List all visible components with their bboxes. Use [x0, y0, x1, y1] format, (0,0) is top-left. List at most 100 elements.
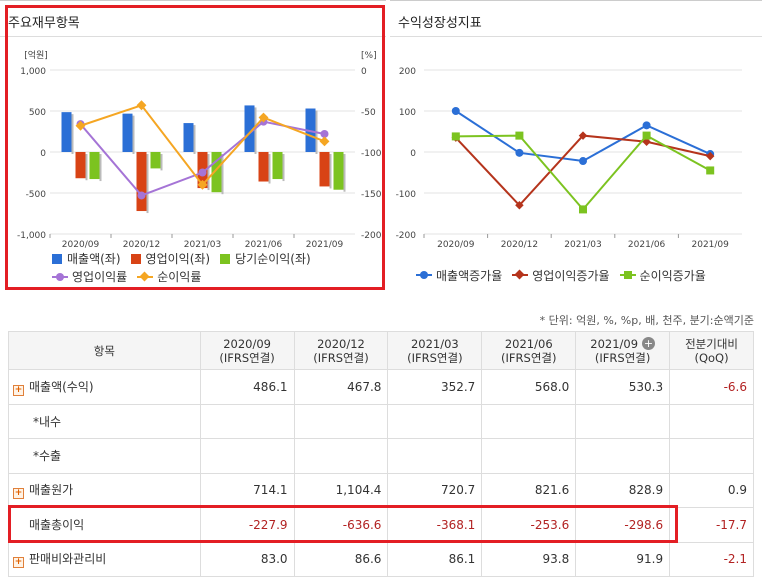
bar-mark [89, 152, 100, 180]
legend-item[interactable]: 순이익증가율 [619, 267, 706, 283]
y-axis-tick-label: -200 [396, 231, 417, 241]
right-axis-tick-label: -100 [361, 149, 382, 159]
category-label: 2021/06 [245, 240, 283, 250]
legend-line-marker [52, 272, 68, 282]
legend-item[interactable]: 당기순이익(좌) [220, 251, 311, 267]
left-axis-tick-label: -500 [26, 190, 47, 200]
row-label-cell: *수출 [8, 438, 201, 474]
point-mark [515, 201, 524, 210]
legend-label: 매출액증가율 [436, 268, 503, 283]
point-mark [198, 168, 207, 177]
header-item: 항목 [8, 331, 201, 370]
point-mark [642, 131, 651, 140]
value-cell [293, 438, 389, 474]
value-cell: -636.6 [293, 507, 389, 543]
right-axis-label: [%] [361, 51, 377, 61]
value-cell: 1,104.4 [293, 472, 389, 508]
row-label: *내수 [33, 414, 62, 429]
expand-plus-icon[interactable]: + [13, 557, 24, 569]
value-cell: 352.7 [387, 369, 483, 405]
legend-item[interactable]: 영업이익증가율 [512, 267, 610, 283]
add-column-icon[interactable]: + [642, 336, 656, 350]
left-axis-label: [억원] [24, 49, 48, 61]
bar-mark [272, 152, 283, 180]
panel-divider [0, 36, 386, 37]
right-axis-tick-label: -50 [361, 108, 376, 118]
legend-line-marker [137, 271, 154, 282]
row-label: 매출액(수익) [29, 379, 94, 394]
row-label: 판매비와관리비 [29, 552, 107, 567]
legend-label: 매출액(좌) [67, 252, 121, 266]
header-period: 2021/09 + (IFRS연결) [575, 331, 671, 370]
legend-item[interactable]: 순이익률 [137, 269, 201, 285]
point-mark [579, 205, 587, 214]
series-line [455, 134, 711, 207]
category-label: 2020/12 [123, 240, 160, 250]
bar-shadow [146, 154, 149, 214]
value-cell: -227.9 [199, 507, 295, 543]
value-cell: 486.1 [199, 369, 295, 405]
legend-item[interactable]: 매출액(좌) [52, 251, 121, 267]
table-row: *수출 [8, 438, 754, 474]
value-cell [387, 438, 483, 474]
bar-mark [150, 152, 161, 169]
category-label: 2021/09 [692, 240, 730, 250]
qoq-cell: 0.9 [669, 472, 754, 508]
bar-mark [333, 152, 344, 190]
bar-shadow [71, 114, 74, 154]
legend-label: 순이익률 [157, 270, 202, 284]
value-cell: 91.9 [575, 541, 671, 577]
bar-shadow [85, 154, 88, 181]
point-mark [579, 157, 587, 166]
growth-indicators-panel: 수익성장성지표 200 100 0 -100 -200 2020/09 2020/12 202… [390, 0, 762, 290]
table-row: + 판매비와관리비 83.0 86.6 86.1 93.8 91.9 -2.1 [8, 541, 754, 577]
legend-swatch [130, 254, 141, 264]
value-cell: 86.6 [293, 541, 389, 577]
panel-divider [390, 36, 762, 37]
row-label-cell[interactable]: + 매출원가 [8, 472, 201, 508]
value-cell: 714.1 [199, 472, 295, 508]
right-axis-tick-label: -200 [361, 231, 382, 241]
row-label: 매출원가 [29, 483, 74, 498]
row-label-cell[interactable]: + 매출액(수익) [8, 369, 201, 405]
right-axis-tick-label: -150 [361, 190, 382, 200]
bar-shadow [99, 154, 102, 182]
row-label: 매출총이익 [29, 518, 85, 533]
legend-item[interactable]: 영업이익(좌) [130, 251, 210, 267]
value-cell [199, 403, 295, 439]
financial-items-legend: 매출액(좌) 영업이익(좌) 당기순이익(좌) 영업이익률 순이익률 [52, 251, 372, 287]
legend-item[interactable]: 영업이익률 [52, 269, 127, 285]
point-mark [451, 107, 460, 115]
value-cell: 720.7 [387, 472, 483, 508]
legend-item[interactable]: 매출액증가율 [416, 267, 502, 283]
left-axis-tick-label: 0 [40, 149, 46, 159]
bar-shadow [221, 154, 224, 195]
value-cell [481, 403, 577, 439]
value-cell: 568.0 [481, 369, 577, 405]
value-cell: -253.6 [481, 507, 577, 543]
value-cell: 83.0 [199, 541, 295, 577]
expand-plus-icon[interactable]: + [13, 384, 24, 396]
header-period: 2021/06 (IFRS연결) [481, 331, 577, 370]
bar-mark [319, 152, 330, 187]
value-cell: 530.3 [575, 369, 671, 405]
panel-top-border [0, 0, 386, 8]
expand-plus-icon[interactable]: + [13, 488, 24, 500]
bar-shadow [207, 154, 210, 191]
category-label: 2021/03 [184, 240, 221, 250]
y-axis-tick-label: 100 [399, 108, 416, 118]
y-axis-tick-label: 200 [399, 67, 416, 77]
row-label: *수출 [33, 449, 62, 464]
value-cell [481, 438, 577, 474]
left-axis-tick-label: -1,000 [17, 231, 46, 241]
value-cell [387, 403, 483, 439]
qoq-cell [669, 403, 754, 439]
legend-line-marker [512, 269, 529, 280]
point-mark [706, 166, 715, 175]
bar-shadow [268, 154, 271, 184]
header-qoq: 전분기대비 (QoQ) [669, 331, 754, 370]
row-label-cell[interactable]: + 판매비와관리비 [8, 541, 201, 577]
category-label: 2021/06 [628, 240, 666, 250]
table-header-row: 항목 2020/09 (IFRS연결) 2020/12 (IFRS연결) 2021/… [8, 331, 754, 370]
value-cell: 467.8 [293, 369, 389, 405]
